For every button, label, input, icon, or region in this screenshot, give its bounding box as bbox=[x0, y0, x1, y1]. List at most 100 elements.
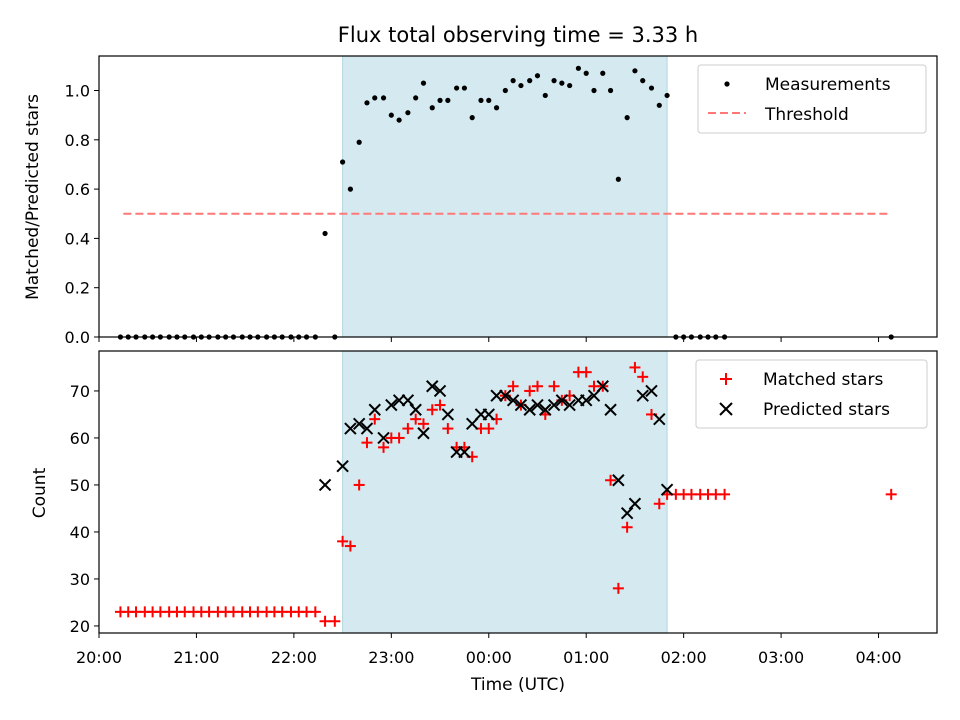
top-legend-box bbox=[697, 64, 927, 134]
top-panel-shaded-region bbox=[342, 55, 668, 338]
x-b bbox=[360, 422, 374, 435]
x-b bbox=[409, 403, 422, 416]
x-b bbox=[563, 398, 576, 412]
predicted-star-point bbox=[506, 394, 520, 407]
predicted-star-point bbox=[352, 417, 366, 431]
predicted-star-point bbox=[385, 398, 398, 412]
measurement-point bbox=[347, 186, 353, 192]
measurement-point bbox=[656, 102, 662, 108]
bottom-legend-box bbox=[695, 359, 928, 429]
measurement-point bbox=[664, 92, 670, 99]
matched-star-point bbox=[369, 413, 381, 425]
measurement-point bbox=[445, 97, 451, 103]
x-b bbox=[336, 459, 349, 473]
x-b bbox=[628, 497, 642, 510]
x-b bbox=[645, 384, 658, 398]
predicted-star-point bbox=[580, 394, 593, 407]
measurement-point bbox=[454, 85, 460, 91]
x-b bbox=[426, 380, 439, 393]
top-panel: 0.0 0.2 0.4 0.6 0.8 1.0 Matched/Predicted sta… bbox=[23, 55, 938, 347]
x-b bbox=[318, 478, 332, 492]
top-panel-frame bbox=[98, 55, 938, 338]
x-b bbox=[604, 403, 617, 416]
predicted-star-point bbox=[514, 398, 528, 412]
matched-star-point bbox=[653, 498, 665, 510]
x-tick-label: 03:00 bbox=[758, 648, 804, 667]
predicted-star-point bbox=[596, 380, 609, 393]
x-b bbox=[580, 394, 593, 407]
bottom-legend-label-matched: Matched stars bbox=[763, 370, 883, 390]
measurement-point bbox=[388, 112, 394, 118]
x-b bbox=[514, 398, 528, 412]
predicted-star-point bbox=[441, 408, 455, 421]
x-tick-label: 21:00 bbox=[173, 648, 219, 667]
x-b bbox=[653, 412, 666, 426]
y-tick-label: 40 bbox=[70, 523, 90, 542]
x-b bbox=[612, 474, 625, 487]
x-b bbox=[547, 398, 561, 412]
measurement-point bbox=[405, 110, 411, 116]
x-b bbox=[555, 394, 569, 407]
matched-star-point bbox=[329, 615, 341, 627]
x-tick-label: 04:00 bbox=[855, 648, 901, 667]
x-tick-label: 00:00 bbox=[466, 648, 512, 667]
x-tick-label: 23:00 bbox=[368, 648, 414, 667]
y-tick-label: 20 bbox=[70, 617, 90, 636]
matched-star-point bbox=[410, 413, 422, 425]
measurement-point bbox=[340, 159, 346, 165]
matched-star-point bbox=[621, 521, 633, 533]
predicted-star-point bbox=[482, 408, 495, 421]
measurement-point bbox=[502, 87, 508, 94]
matched-star-point bbox=[580, 366, 592, 378]
x-b bbox=[417, 427, 430, 440]
x-b bbox=[441, 408, 455, 421]
predicted-star-point bbox=[499, 389, 512, 402]
predicted-star-point bbox=[539, 403, 552, 416]
measurement-point bbox=[542, 92, 548, 99]
predicted-star-point bbox=[336, 459, 349, 473]
predicted-star-point bbox=[620, 506, 634, 520]
x-b bbox=[392, 394, 406, 407]
measurement-point bbox=[624, 115, 630, 121]
matched-star-point bbox=[524, 385, 536, 397]
top-legend-dot-icon bbox=[724, 81, 730, 87]
x-b bbox=[401, 394, 415, 407]
predicted-star-point bbox=[628, 497, 642, 510]
measurement-point bbox=[372, 95, 378, 101]
predicted-star-point bbox=[344, 422, 357, 435]
predicted-star-point bbox=[547, 398, 561, 412]
x-tick-label: 01:00 bbox=[563, 648, 609, 667]
measurement-point bbox=[551, 78, 557, 84]
measurement-point bbox=[534, 73, 541, 79]
x-b bbox=[482, 408, 495, 421]
measurement-point bbox=[437, 97, 443, 103]
x-b bbox=[660, 483, 674, 496]
measurement-point bbox=[607, 87, 614, 94]
matched-star-point bbox=[417, 418, 429, 430]
measurement-point bbox=[583, 70, 589, 76]
y-tick-label: 70 bbox=[70, 382, 90, 401]
matched-star-point bbox=[612, 582, 624, 594]
measurement-point bbox=[600, 70, 606, 76]
x-b bbox=[458, 445, 471, 459]
measurement-point bbox=[493, 105, 500, 111]
measurement-point bbox=[640, 78, 646, 84]
x-b bbox=[368, 403, 381, 416]
matched-star-point bbox=[426, 404, 438, 416]
top-panel-y-ticks: 0.0 0.2 0.4 0.6 0.8 1.0 bbox=[65, 82, 99, 347]
predicted-star-point bbox=[555, 394, 569, 407]
y-tick-label: 0.8 bbox=[65, 131, 90, 150]
matched-star-point bbox=[353, 479, 365, 491]
bottom-legend-plus-icon bbox=[720, 373, 732, 385]
measurement-point bbox=[469, 115, 475, 121]
measurement-point bbox=[567, 82, 573, 89]
y-tick-label: 0.4 bbox=[65, 229, 90, 248]
measurement-point bbox=[322, 230, 328, 237]
predicted-star-point bbox=[368, 403, 381, 416]
top-panel-ylabel: Matched/Predicted stars bbox=[23, 94, 43, 300]
top-legend: Measurements Threshold bbox=[697, 64, 927, 134]
y-tick-label: 60 bbox=[70, 429, 90, 448]
x-b bbox=[352, 417, 366, 431]
y-tick-label: 1.0 bbox=[65, 82, 90, 101]
measurement-point bbox=[461, 85, 468, 91]
